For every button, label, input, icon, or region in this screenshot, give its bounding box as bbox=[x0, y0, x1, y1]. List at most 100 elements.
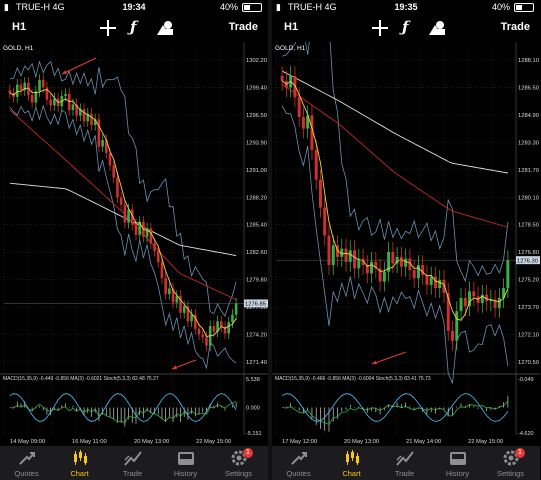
y-tick-label: 1286.50 bbox=[518, 85, 539, 91]
candle bbox=[306, 105, 310, 139]
candle-body bbox=[378, 268, 382, 282]
candle bbox=[93, 113, 97, 131]
timeframe-button[interactable]: H1 bbox=[284, 21, 299, 33]
trade-icon bbox=[396, 451, 414, 466]
candle bbox=[149, 222, 153, 249]
candle-body bbox=[223, 326, 227, 334]
objects-icon[interactable] bbox=[156, 20, 174, 36]
trade-icon bbox=[124, 451, 142, 466]
timeframe-button[interactable]: H1 bbox=[12, 21, 27, 33]
candle-body bbox=[370, 261, 374, 274]
y-tick-label: 1299.40 bbox=[246, 85, 267, 91]
tab-history[interactable]: History bbox=[431, 446, 484, 480]
candle-body bbox=[53, 98, 56, 106]
gear-icon bbox=[231, 450, 247, 466]
crosshair-icon[interactable] bbox=[100, 20, 116, 36]
tab-label: Trade bbox=[122, 469, 143, 478]
tab-label: Settings bbox=[496, 469, 525, 478]
price-chart[interactable]: 1302.20 1299.40 1296.50 1293.90 1291.00 1288.… bbox=[0, 42, 268, 446]
candle-body bbox=[231, 314, 234, 323]
quotes-icon bbox=[19, 452, 35, 465]
candle bbox=[38, 74, 41, 97]
y-tick-label: 1281.70 bbox=[518, 168, 539, 174]
candle bbox=[455, 301, 459, 351]
candle-body bbox=[468, 291, 472, 307]
tab-quotes[interactable]: Quotes bbox=[272, 446, 325, 480]
y-tick-label: 1270.50 bbox=[518, 360, 539, 366]
candle bbox=[156, 245, 160, 268]
candle bbox=[344, 238, 348, 272]
y-tick-label: 1272.10 bbox=[518, 333, 539, 339]
candle bbox=[438, 270, 442, 298]
candle-body bbox=[116, 177, 119, 198]
candle-body bbox=[361, 258, 365, 266]
x-tick-label: 20 May 13:00 bbox=[344, 439, 379, 445]
candle bbox=[489, 289, 493, 312]
candle-body bbox=[506, 260, 510, 289]
candle-body bbox=[340, 248, 344, 257]
candle-body bbox=[75, 104, 78, 116]
current-price-label: 1276.30 bbox=[517, 258, 538, 264]
trade-button[interactable]: Trade bbox=[228, 21, 258, 33]
candle-body bbox=[123, 204, 127, 223]
candle-body bbox=[175, 295, 179, 303]
candle-body bbox=[197, 328, 201, 335]
tab-quotes[interactable]: Quotes bbox=[0, 446, 53, 480]
candle bbox=[433, 266, 437, 298]
candle bbox=[97, 113, 101, 153]
current-price-label: 1276.85 bbox=[245, 302, 266, 308]
candle-body bbox=[404, 258, 408, 267]
candle bbox=[340, 238, 344, 267]
candle-body bbox=[391, 251, 395, 264]
tab-trade[interactable]: Trade bbox=[106, 446, 159, 480]
indicator-label: MACD(15,35,9) -0.466 -0.856 MA(3) -0.600… bbox=[275, 376, 431, 382]
candle-body bbox=[49, 99, 52, 106]
candle-body bbox=[212, 325, 216, 332]
candle-body bbox=[344, 248, 348, 262]
candle-body bbox=[201, 334, 205, 338]
candle-body bbox=[8, 90, 12, 94]
tab-settings[interactable]: 1 Settings bbox=[484, 446, 537, 480]
tab-chart[interactable]: Chart bbox=[53, 446, 106, 480]
medium-ma-line bbox=[281, 83, 509, 228]
candle-body bbox=[171, 288, 175, 303]
candle-body bbox=[130, 209, 134, 225]
candle-body bbox=[399, 256, 403, 267]
right-phone-screen: ▮ TRUE-H 4G 19:35 40% H1 ƒ Trade 1288.10… bbox=[272, 0, 540, 480]
y-tick-label: 1278.50 bbox=[518, 223, 539, 229]
trade-button[interactable]: Trade bbox=[500, 21, 530, 33]
candle-body bbox=[502, 288, 506, 298]
inbox-icon bbox=[450, 452, 466, 465]
candle-body bbox=[446, 293, 450, 331]
candle bbox=[201, 328, 205, 343]
macd-signal-line bbox=[9, 400, 237, 424]
candle bbox=[34, 85, 38, 109]
candle-body bbox=[15, 84, 19, 97]
tab-chart[interactable]: Chart bbox=[325, 446, 378, 480]
candle bbox=[365, 255, 369, 284]
candle bbox=[138, 216, 141, 241]
candle-body bbox=[365, 265, 369, 274]
candle bbox=[480, 284, 484, 313]
indicators-icon[interactable]: ƒ bbox=[130, 18, 137, 36]
candle bbox=[327, 225, 331, 275]
y-tick-label: 1285.40 bbox=[246, 223, 267, 229]
candle-body bbox=[105, 140, 108, 154]
y-tick-label: 1293.90 bbox=[246, 140, 267, 146]
tab-settings[interactable]: 1 Settings bbox=[212, 446, 265, 480]
candle-body bbox=[64, 94, 67, 96]
tab-trade[interactable]: Trade bbox=[378, 446, 431, 480]
tab-history[interactable]: History bbox=[159, 446, 212, 480]
price-chart[interactable]: 1288.10 1286.50 1284.90 1283.30 1281.70 1280.… bbox=[272, 42, 540, 446]
candle-body bbox=[145, 228, 149, 237]
candle-body bbox=[327, 235, 331, 266]
candle bbox=[130, 203, 134, 231]
candle-body bbox=[463, 297, 467, 307]
candle bbox=[119, 191, 123, 211]
indicators-icon[interactable]: ƒ bbox=[402, 18, 409, 36]
candle-body bbox=[357, 258, 361, 269]
crosshair-icon[interactable] bbox=[372, 20, 388, 36]
candle bbox=[27, 77, 30, 101]
candle-body bbox=[156, 250, 160, 263]
objects-icon[interactable] bbox=[428, 20, 446, 36]
